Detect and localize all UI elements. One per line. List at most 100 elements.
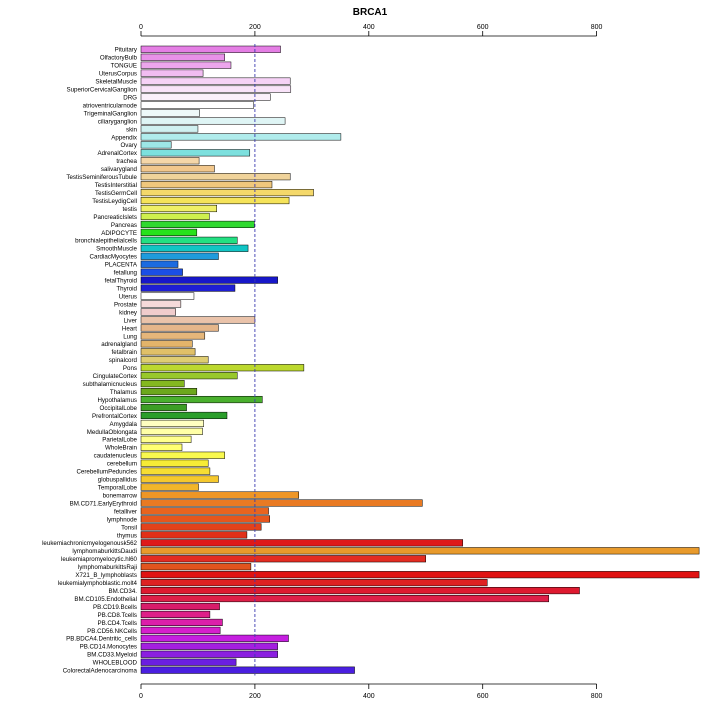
category-label: TONGUE [111,63,137,70]
bar [140,316,256,324]
bar [140,650,278,658]
bar [140,372,238,380]
x-tick-label: 800 [591,24,603,31]
category-label: fetallung [114,270,138,277]
bar [140,459,209,467]
category-label: Prostate [114,301,138,308]
category-label: SuperiorCervicalGanglion [66,87,137,94]
bar [140,483,199,491]
category-label: PB.CD14.Monocytes [80,644,137,651]
x-tick-label: 400 [363,24,375,31]
bar [140,252,219,260]
bar [140,45,281,53]
bar [140,531,248,539]
bar [140,587,580,595]
bar [140,101,255,109]
category-label: globuspallidus [98,477,137,484]
category-label: BM.CD71.EarlyErythroid [70,500,138,507]
category-label: lymphnode [107,516,138,523]
bar [140,555,426,563]
bar-series [140,45,700,674]
x-tick-label: 200 [249,24,261,31]
category-label: MedullaOblongata [87,429,138,436]
bar [140,141,172,149]
category-label: ciliaryganglion [98,118,138,125]
bar [140,85,292,93]
bar [140,507,269,515]
category-label: salivarygland [101,166,138,173]
category-label: Amygdala [109,421,137,428]
bar [140,117,286,125]
bar [140,658,237,666]
category-label: AdrenalCortex [97,150,137,157]
x-tick-label: 0 [139,693,143,700]
bar [140,443,183,451]
bar [140,563,252,571]
bar [140,467,211,475]
x-tick-label: 400 [363,693,375,700]
bar [140,499,423,507]
category-label: leukemiapromyelocytic.hl60 [61,556,138,563]
category-label: X721_B_lymphoblasts [75,572,137,579]
category-label: BM.CD105.Endothelial [74,596,137,603]
bar [140,602,220,611]
category-label: Heart [122,325,137,332]
bar [140,419,204,427]
bar [140,236,238,244]
bar [140,411,228,420]
x-tick-label: 600 [477,693,489,700]
category-label: caudatenucleus [94,453,137,460]
bar [140,364,305,372]
bar [140,284,236,292]
category-label: Thalamus [110,389,137,396]
category-label: fetalbrain [112,349,138,356]
bar [140,427,203,435]
category-label: Pituitary [115,47,138,54]
category-label: WHOLEBLOOD [93,660,138,667]
bar [140,69,204,77]
bar [140,204,217,213]
bar [140,149,251,157]
category-label: spinalcord [109,357,138,364]
category-label: fetalThyroid [105,278,138,285]
category-label: Lung [123,333,137,340]
bar [140,61,232,69]
bar [140,356,209,364]
bar [140,666,355,674]
x-tick-label: 800 [591,693,603,700]
category-label: PB.CD56.NKCells [87,628,137,635]
category-label: SkeletalMuscle [95,79,137,86]
bar [140,332,206,340]
bar [140,300,182,308]
category-label: Thyroid [116,286,137,293]
bar [140,634,289,642]
bar [140,189,314,197]
category-label: adrenalgland [101,341,137,348]
category-label: TestisInterstitial [95,182,137,189]
bar [140,212,210,221]
bottom-x-axis: 0 200 400 600 800 [139,683,603,700]
category-label: PB.BDCA4.Dentritic_cells [66,636,137,643]
bar [140,109,200,117]
bar [140,228,198,236]
chart-title: BRCA1 [353,7,388,18]
category-label: Pancreas [111,222,137,229]
bar [140,388,198,396]
category-label: PB.CD19.Bcells [93,604,137,611]
category-label: TrigeminalGanglion [84,110,138,117]
category-label: OlfactoryBulb [100,55,138,62]
category-label: ParietalLobe [102,437,137,444]
category-label: lymphomaburkittsDaudi [72,548,137,555]
bar [140,523,262,531]
category-label: bonemarrow [103,492,138,499]
category-label: TemporalLobe [98,485,138,492]
category-label: trachea [116,158,137,165]
x-tick-label: 0 [139,24,143,31]
category-label: Hypothalamus [97,397,137,404]
bar [140,642,278,650]
category-label: fetalliver [114,508,137,515]
top-x-axis: 0 200 400 600 800 [139,24,603,37]
bar [140,125,199,133]
bar [140,348,196,356]
bar [140,181,273,189]
